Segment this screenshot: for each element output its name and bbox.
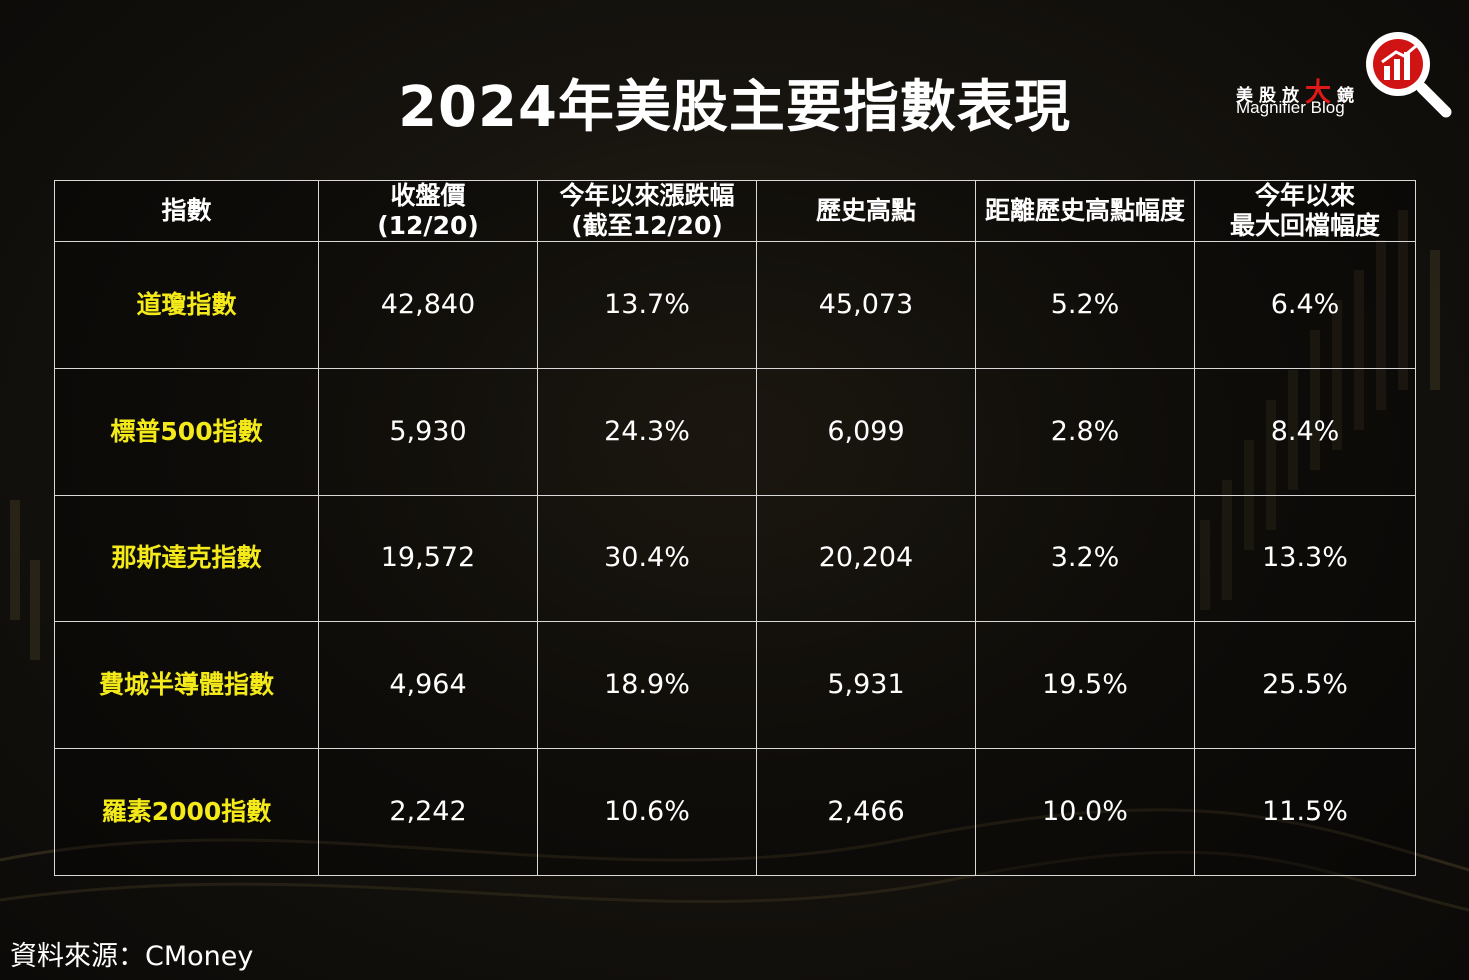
all-time-high: 6,099	[756, 367, 976, 496]
distance-from-high: 5.2%	[975, 241, 1195, 369]
table-header-row: 指數 收盤價 (12/20) 今年以來漲跌幅 (截至12/20) 歷史高點 距離歷史…	[54, 180, 1416, 242]
max-drawdown: 6.4%	[1194, 241, 1416, 369]
header-distance-from-high: 距離歷史高點幅度	[975, 180, 1195, 242]
close-price: 5,930	[318, 367, 538, 496]
ytd-change: 13.7%	[537, 241, 757, 369]
distance-from-high: 3.2%	[975, 494, 1195, 623]
table-row: 費城半導體指數 4,964 18.9% 5,931 19.5% 25.5%	[54, 621, 1416, 750]
close-price: 19,572	[318, 494, 538, 623]
header-max-drawdown: 今年以來 最大回檔幅度	[1194, 180, 1416, 242]
header-all-time-high: 歷史高點	[756, 180, 976, 242]
data-source-note: 資料來源：CMoney	[10, 941, 254, 972]
index-name: 羅素2000指數	[54, 748, 319, 876]
table-row: 道瓊指數 42,840 13.7% 45,073 5.2% 6.4%	[54, 241, 1416, 369]
index-name: 道瓊指數	[54, 241, 319, 369]
max-drawdown: 25.5%	[1194, 621, 1416, 750]
index-performance-table: 指數 收盤價 (12/20) 今年以來漲跌幅 (截至12/20) 歷史高點 距離歷史…	[54, 180, 1416, 876]
all-time-high: 2,466	[756, 748, 976, 876]
max-drawdown: 8.4%	[1194, 367, 1416, 496]
logo-english-text: Magnifier Blog	[1236, 98, 1345, 117]
all-time-high: 45,073	[756, 241, 976, 369]
close-price: 2,242	[318, 748, 538, 876]
index-name: 那斯達克指數	[54, 494, 319, 623]
magnifier-chart-icon	[1366, 32, 1452, 118]
logo-chinese-text: 美股放大鏡	[1236, 78, 1361, 108]
distance-from-high: 2.8%	[975, 367, 1195, 496]
close-price: 4,964	[318, 621, 538, 750]
ytd-change: 10.6%	[537, 748, 757, 876]
distance-from-high: 19.5%	[975, 621, 1195, 750]
index-name: 費城半導體指數	[54, 621, 319, 750]
ytd-change: 30.4%	[537, 494, 757, 623]
header-index: 指數	[54, 180, 319, 242]
page-title: 2024年美股主要指數表現	[398, 75, 1071, 140]
ytd-change: 18.9%	[537, 621, 757, 750]
max-drawdown: 13.3%	[1194, 494, 1416, 623]
all-time-high: 20,204	[756, 494, 976, 623]
header-ytd-change: 今年以來漲跌幅 (截至12/20)	[537, 180, 757, 242]
brand-logo: 美股放大鏡 Magnifier Blog	[1236, 26, 1456, 126]
table-row: 那斯達克指數 19,572 30.4% 20,204 3.2% 13.3%	[54, 494, 1416, 623]
all-time-high: 5,931	[756, 621, 976, 750]
ytd-change: 24.3%	[537, 367, 757, 496]
distance-from-high: 10.0%	[975, 748, 1195, 876]
index-name: 標普500指數	[54, 367, 319, 496]
header-close-price: 收盤價 (12/20)	[318, 180, 538, 242]
max-drawdown: 11.5%	[1194, 748, 1416, 876]
close-price: 42,840	[318, 241, 538, 369]
table-row: 標普500指數 5,930 24.3% 6,099 2.8% 8.4%	[54, 367, 1416, 496]
table-row: 羅素2000指數 2,242 10.6% 2,466 10.0% 11.5%	[54, 748, 1416, 876]
